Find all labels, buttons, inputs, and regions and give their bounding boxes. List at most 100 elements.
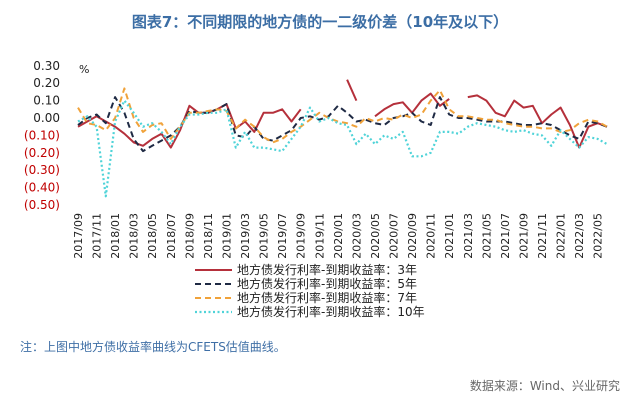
data-point (141, 149, 145, 153)
data-point (141, 125, 145, 129)
data-point (540, 121, 544, 125)
data-point (549, 144, 553, 148)
data-point (392, 137, 396, 141)
y-tick-label: (0.10) (24, 128, 60, 142)
data-point (522, 128, 526, 132)
data-point (104, 128, 108, 132)
x-tick-label: 2020/11 (425, 213, 438, 259)
x-tick-label: 2018/11 (202, 213, 215, 259)
series-1-line (467, 94, 608, 149)
data-point (354, 120, 358, 124)
data-point (299, 107, 303, 111)
x-tick-label: 2020/07 (388, 213, 401, 259)
data-point (392, 102, 396, 106)
data-point (308, 118, 312, 122)
data-point (234, 133, 238, 137)
data-point (382, 116, 386, 120)
data-point (512, 99, 516, 103)
data-point (577, 146, 581, 150)
data-point (447, 130, 451, 134)
data-point (141, 130, 145, 134)
data-point (540, 126, 544, 130)
data-point (382, 133, 386, 137)
x-tick-label: 2019/03 (239, 213, 252, 259)
data-point (512, 123, 516, 127)
data-point (438, 95, 442, 99)
data-point (234, 146, 238, 150)
data-point (466, 125, 470, 129)
x-tick-label: 2019/07 (276, 213, 289, 259)
data-point (150, 144, 154, 148)
x-tick-label: 2021/09 (518, 213, 531, 259)
data-point (549, 113, 553, 117)
x-tick-label: 2018/09 (183, 213, 196, 259)
data-point (401, 113, 405, 117)
data-point (104, 194, 108, 198)
data-point (160, 130, 164, 134)
data-point (401, 100, 405, 104)
x-tick-label: 2020/05 (369, 213, 382, 259)
data-point (317, 120, 321, 124)
legend: 地方债发行利率-到期收益率：3年地方债发行利率-到期收益率：5年地方债发行利率-… (195, 262, 425, 319)
data-point (392, 118, 396, 122)
x-tick-label: 2020/03 (350, 213, 363, 259)
x-tick-label: 2019/05 (258, 213, 271, 259)
x-tick-label: 2022/05 (592, 213, 605, 259)
data-point (484, 118, 488, 122)
data-point (419, 113, 423, 117)
data-point (494, 118, 498, 122)
data-point (206, 111, 210, 115)
legend-item: 地方债发行利率-到期收益率：3年 (195, 262, 417, 277)
data-point (122, 86, 126, 90)
data-point (262, 135, 266, 139)
legend-label: 地方债发行利率-到期收益率：5年 (237, 276, 417, 291)
data-point (475, 116, 479, 120)
data-point (373, 120, 377, 124)
data-point (169, 142, 173, 146)
data-point (410, 111, 414, 115)
data-point (122, 111, 126, 115)
y-tick-label: 0.30 (33, 59, 60, 73)
data-point (466, 95, 470, 99)
data-point (76, 123, 80, 127)
data-point (605, 142, 609, 146)
data-point (457, 114, 461, 118)
x-tick-label: 2022/03 (573, 213, 586, 259)
data-point (327, 116, 331, 120)
data-point (150, 137, 154, 141)
data-point (299, 116, 303, 120)
x-tick-label: 2018/01 (109, 213, 122, 259)
legend-item: 地方债发行利率-到期收益率：5年 (195, 276, 417, 291)
data-point (308, 106, 312, 110)
data-point (401, 130, 405, 134)
data-point (568, 123, 572, 127)
data-point (419, 154, 423, 158)
series-2 (76, 95, 608, 153)
data-source: 数据来源：Wind、兴业研究 (469, 379, 620, 393)
data-point (382, 107, 386, 111)
data-point (354, 142, 358, 146)
data-point (132, 111, 136, 115)
series-4-line (77, 99, 608, 198)
data-point (95, 113, 99, 117)
data-point (215, 111, 219, 115)
data-point (132, 137, 136, 141)
data-point (243, 118, 247, 122)
data-point (503, 121, 507, 125)
data-point (549, 126, 553, 130)
data-point (345, 78, 349, 82)
data-point (605, 125, 609, 129)
x-tick-label: 2020/01 (332, 213, 345, 259)
data-point (160, 121, 164, 125)
x-tick-label: 2022/01 (555, 213, 568, 259)
x-tick-label: 2019/09 (295, 213, 308, 259)
series-3-line (77, 87, 608, 144)
series-2-line (77, 96, 608, 153)
data-point (262, 146, 266, 150)
data-point (559, 106, 563, 110)
y-tick-label: 0.10 (33, 94, 60, 108)
data-point (122, 99, 126, 103)
x-tick-label: 2018/03 (128, 213, 141, 259)
data-point (373, 114, 377, 118)
x-tick-label: 2020/09 (406, 213, 419, 259)
